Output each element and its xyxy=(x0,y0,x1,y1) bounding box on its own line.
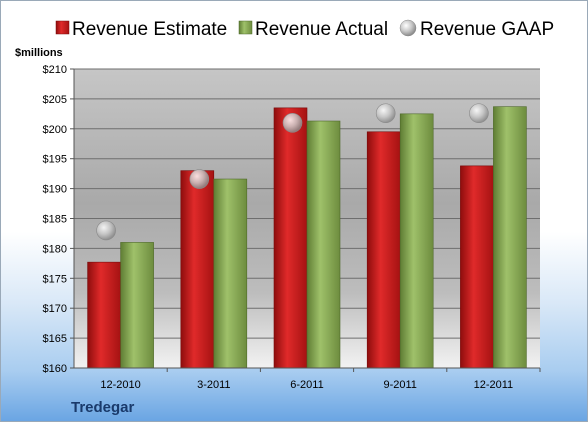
legend-label-estimate: Revenue Estimate xyxy=(72,19,227,40)
y-tick-label: $195 xyxy=(43,154,67,166)
marker-revenue-gaap xyxy=(282,113,303,133)
legend-swatch-gaap xyxy=(399,19,417,37)
bar-revenue-actual xyxy=(120,242,154,369)
x-axis-ticks: 12-2010 3-2011 6-2011 9-2011 12-2011 xyxy=(100,368,541,391)
bar-revenue-estimate xyxy=(366,131,401,369)
y-tick-label: $180 xyxy=(43,243,67,255)
marker-revenue-gaap xyxy=(96,220,116,241)
y-tick-label: $160 xyxy=(43,363,67,375)
y-tick-label: $190 xyxy=(43,184,67,196)
x-tick-label: 9-2011 xyxy=(383,379,416,391)
y-tick-label: $165 xyxy=(43,333,67,345)
x-tick-label: 6-2011 xyxy=(290,379,323,391)
y-tick-label: $200 xyxy=(43,124,67,136)
marker-revenue-gaap xyxy=(469,103,489,124)
marker-revenue-gaap xyxy=(375,103,396,124)
legend-swatch-actual xyxy=(238,20,253,35)
x-tick-label: 12-2011 xyxy=(474,379,514,391)
bar-revenue-estimate xyxy=(87,261,121,369)
legend-item-estimate: Revenue Estimate xyxy=(55,19,227,40)
bar-revenue-estimate xyxy=(460,165,494,369)
gaap-markers xyxy=(96,103,489,241)
bar-revenue-actual xyxy=(399,113,434,369)
bar-revenue-actual xyxy=(213,178,248,369)
company-name: Tredegar xyxy=(71,399,135,416)
legend-label-actual: Revenue Actual xyxy=(255,19,388,40)
y-axis-ticks: $160 $165 $170 $175 $180 $185 $190 $195 $200 $205… xyxy=(43,64,74,375)
x-tick-label: 3-2011 xyxy=(197,379,230,391)
legend: Revenue Estimate Revenue Actual Revenue … xyxy=(55,19,554,40)
bar-revenue-actual xyxy=(306,120,341,369)
y-tick-label: $205 xyxy=(43,94,67,106)
bar-revenue-estimate xyxy=(273,107,308,369)
y-axis-unit-label: $millions xyxy=(15,47,63,59)
bar-revenue-estimate xyxy=(180,170,215,369)
legend-item-gaap: Revenue GAAP xyxy=(399,19,554,40)
bars xyxy=(87,106,527,369)
y-tick-label: $170 xyxy=(43,303,67,315)
bar-revenue-actual xyxy=(493,106,527,369)
y-tick-label: $210 xyxy=(43,64,67,76)
legend-item-actual: Revenue Actual xyxy=(238,19,388,40)
x-tick-label: 12-2010 xyxy=(100,379,140,391)
y-tick-label: $185 xyxy=(43,214,67,226)
marker-revenue-gaap xyxy=(189,169,210,189)
legend-swatch-estimate xyxy=(55,20,70,35)
legend-label-gaap: Revenue GAAP xyxy=(420,19,554,40)
y-tick-label: $175 xyxy=(43,273,67,285)
